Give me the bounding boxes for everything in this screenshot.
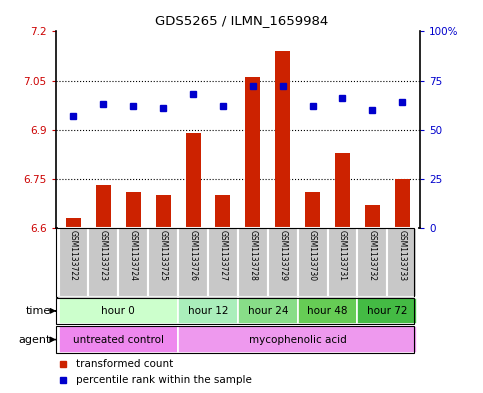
Bar	[185, 133, 200, 228]
Text: time: time	[26, 306, 51, 316]
Bar	[178, 326, 417, 353]
Text: hour 0: hour 0	[101, 306, 135, 316]
Bar	[96, 185, 111, 228]
Text: hour 24: hour 24	[247, 306, 288, 316]
Bar	[215, 195, 230, 228]
Text: hour 48: hour 48	[307, 306, 348, 316]
Text: GDS5265 / ILMN_1659984: GDS5265 / ILMN_1659984	[155, 14, 328, 27]
Text: transformed count: transformed count	[76, 358, 173, 369]
Text: percentile rank within the sample: percentile rank within the sample	[76, 375, 252, 385]
Bar	[178, 298, 238, 324]
Text: GSM1133725: GSM1133725	[158, 230, 168, 281]
Text: GSM1133722: GSM1133722	[69, 230, 78, 281]
Bar	[238, 228, 268, 297]
Text: GSM1133723: GSM1133723	[99, 230, 108, 281]
Bar	[238, 298, 298, 324]
Text: hour 12: hour 12	[188, 306, 228, 316]
Bar	[178, 228, 208, 297]
Bar	[118, 228, 148, 297]
Bar	[245, 77, 260, 228]
Bar	[126, 192, 141, 228]
Text: GSM1133726: GSM1133726	[188, 230, 198, 281]
Bar	[327, 228, 357, 297]
Bar	[305, 192, 320, 228]
Bar	[395, 179, 410, 228]
Text: mycophenolic acid: mycophenolic acid	[249, 334, 346, 345]
Text: GSM1133728: GSM1133728	[248, 230, 257, 281]
Bar	[156, 195, 170, 228]
Bar	[58, 326, 178, 353]
Bar	[66, 218, 81, 228]
Text: untreated control: untreated control	[73, 334, 164, 345]
Bar	[298, 298, 357, 324]
Bar	[387, 228, 417, 297]
Text: GSM1133730: GSM1133730	[308, 230, 317, 281]
Bar	[148, 228, 178, 297]
Text: GSM1133732: GSM1133732	[368, 230, 377, 281]
Text: GSM1133727: GSM1133727	[218, 230, 227, 281]
Text: agent: agent	[18, 334, 51, 345]
Text: GSM1133733: GSM1133733	[398, 230, 407, 281]
Bar	[88, 228, 118, 297]
Bar	[335, 152, 350, 228]
Bar	[365, 205, 380, 228]
Text: GSM1133729: GSM1133729	[278, 230, 287, 281]
Bar	[58, 228, 88, 297]
Bar	[58, 298, 178, 324]
Bar	[268, 228, 298, 297]
Bar	[357, 228, 387, 297]
Text: hour 72: hour 72	[367, 306, 408, 316]
Bar	[208, 228, 238, 297]
Bar	[275, 51, 290, 228]
Bar	[298, 228, 327, 297]
Text: GSM1133731: GSM1133731	[338, 230, 347, 281]
Bar	[357, 298, 417, 324]
Text: GSM1133724: GSM1133724	[129, 230, 138, 281]
